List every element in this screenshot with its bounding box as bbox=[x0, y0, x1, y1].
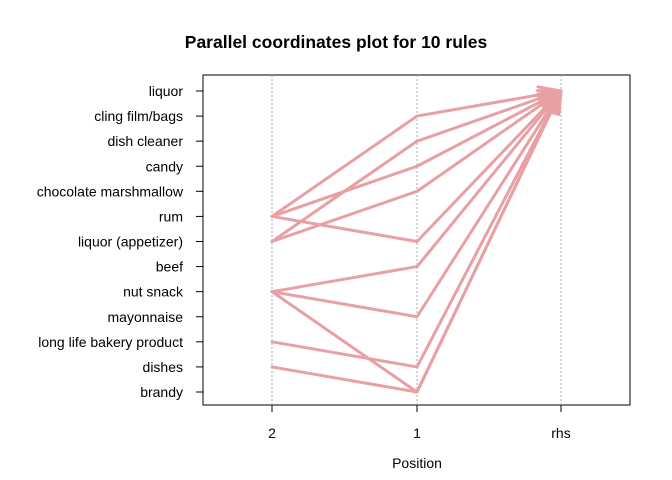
rule-polyline bbox=[270, 89, 563, 243]
rule-line bbox=[270, 89, 563, 394]
rule-polyline bbox=[270, 89, 563, 243]
y-tick-label: dish cleaner bbox=[108, 133, 184, 149]
rule-polyline bbox=[270, 89, 563, 369]
y-tick-label: rum bbox=[159, 208, 183, 224]
y-tick-label: brandy bbox=[140, 384, 183, 400]
y-tick-label: candy bbox=[146, 158, 183, 174]
chart-title: Parallel coordinates plot for 10 rules bbox=[185, 32, 488, 52]
x-tick-label: 1 bbox=[413, 425, 421, 441]
rule-polyline bbox=[270, 89, 563, 294]
rule-arrowhead bbox=[542, 89, 563, 116]
y-axis: liquor cling film/bags dish cleaner candy ch… bbox=[37, 83, 203, 400]
y-tick-label: cling film/bags bbox=[94, 108, 183, 124]
y-tick-label: nut snack bbox=[123, 284, 184, 300]
x-tick-label: 2 bbox=[268, 425, 276, 441]
y-tick-label: liquor bbox=[149, 83, 184, 99]
x-axis: 2 1 rhs bbox=[268, 405, 571, 441]
y-tick-label: long life bakery product bbox=[38, 334, 183, 350]
y-tick-label: chocolate marshmallow bbox=[37, 183, 184, 199]
y-tick-label: beef bbox=[156, 259, 183, 275]
y-tick-label: dishes bbox=[143, 359, 183, 375]
x-axis-label: Position bbox=[392, 455, 442, 471]
rule-polyline bbox=[270, 89, 563, 394]
rule-lines bbox=[270, 85, 563, 394]
rule-line bbox=[270, 89, 563, 218]
rule-polyline bbox=[270, 89, 563, 218]
rule-polyline bbox=[270, 89, 563, 218]
y-tick-label: mayonnaise bbox=[108, 309, 184, 325]
y-tick-label: liquor (appetizer) bbox=[78, 234, 183, 250]
x-tick-label: rhs bbox=[551, 425, 570, 441]
rule-polyline bbox=[270, 89, 563, 319]
